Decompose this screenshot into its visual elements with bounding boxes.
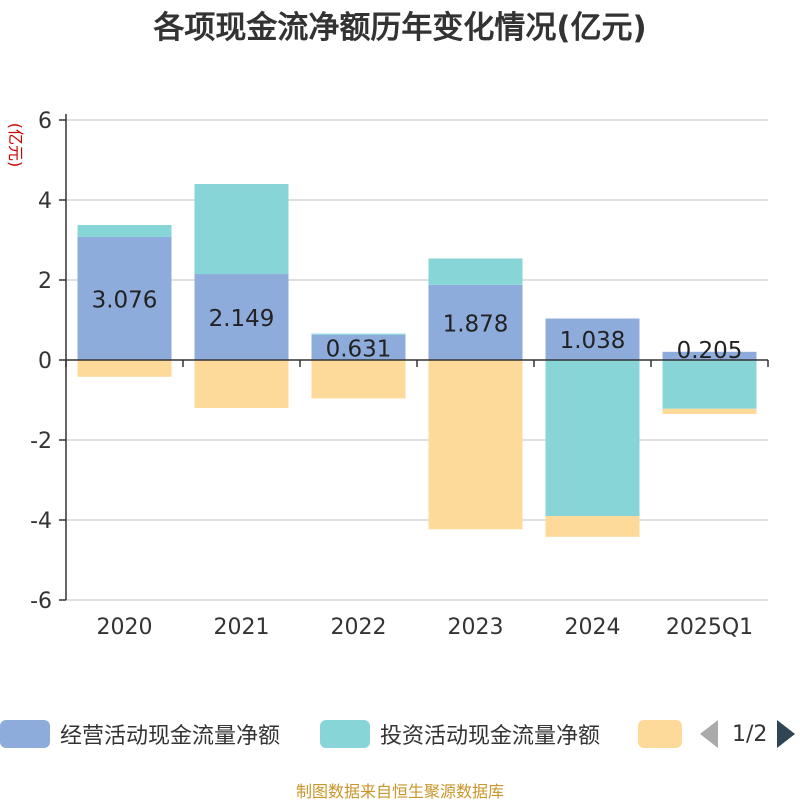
- bar-2020-series-0[interactable]: [77, 236, 172, 360]
- bar-2023-series-2[interactable]: [428, 360, 523, 530]
- bar-2023-series-1[interactable]: [428, 258, 523, 285]
- bar-2021-series-0[interactable]: [194, 274, 289, 360]
- bar-2022-series-2[interactable]: [311, 360, 406, 399]
- x-tick-label: 2022: [331, 615, 387, 640]
- grid-lines: [66, 119, 768, 601]
- bar-2024-series-1[interactable]: [545, 360, 640, 516]
- x-tick-label: 2023: [448, 615, 504, 640]
- bar-2021-series-2[interactable]: [194, 360, 289, 408]
- bar-2025Q1-series-0[interactable]: [662, 351, 757, 360]
- x-tick-label: 2025Q1: [666, 615, 753, 640]
- legend-item-financing[interactable]: [638, 716, 682, 752]
- x-tick-label: 2024: [565, 615, 621, 640]
- pager-page-number: 1/2: [732, 721, 768, 747]
- bars-group: [77, 184, 757, 537]
- legend-swatch-financing: [638, 720, 682, 748]
- y-tick-label: 4: [38, 189, 52, 214]
- bar-2024-series-2[interactable]: [545, 516, 640, 537]
- y-tick-label: -4: [30, 509, 52, 534]
- chart-canvas: 6 4 2 0 -2 -4 -6 (亿元) 2020 2021 2022 2023 2024 2025Q1…: [6, 109, 769, 640]
- bar-2020-series-1[interactable]: [77, 224, 172, 237]
- y-tick-label: -6: [30, 589, 52, 614]
- axes-group: 6 4 2 0 -2 -4 -6 (亿元) 2020 2021 2022 2023 2024 2025Q1: [6, 109, 769, 640]
- data-label-2023: 1.878: [443, 311, 509, 337]
- bar-2022-series-1[interactable]: [311, 333, 406, 335]
- legend-swatch-operating: [0, 720, 50, 748]
- legend-swatch-investing: [320, 720, 370, 748]
- bar-2025Q1-series-2[interactable]: [662, 408, 757, 414]
- data-label-2024: 1.038: [560, 328, 626, 354]
- legend-label-investing: 投资活动现金流量净额: [380, 724, 601, 749]
- y-tick-label: -2: [30, 429, 52, 454]
- legend-item-investing[interactable]: 投资活动现金流量净额: [320, 716, 600, 752]
- y-tick-label: 6: [38, 109, 52, 134]
- bar-2020-series-2[interactable]: [77, 360, 172, 377]
- y-axis-label: (亿元): [6, 123, 25, 168]
- y-tick-label: 2: [38, 269, 52, 294]
- x-tick-label: 2020: [97, 615, 153, 640]
- legend-item-operating[interactable]: 经营活动现金流量净额: [0, 716, 280, 752]
- bar-2022-series-0[interactable]: [311, 334, 406, 360]
- source-note: 制图数据来自恒生聚源数据库: [295, 782, 504, 801]
- data-labels-group: 3.076 2.149 0.631 1.878 1.038 0.205: [92, 287, 743, 364]
- data-label-2020: 3.076: [92, 287, 158, 313]
- bar-2021-series-1[interactable]: [194, 184, 289, 275]
- bar-2024-series-0[interactable]: [545, 318, 640, 360]
- legend-pager: 1/2: [700, 716, 796, 752]
- legend-label-operating: 经营活动现金流量净额: [60, 724, 281, 749]
- pager-prev-icon[interactable]: [700, 720, 718, 748]
- legend: 经营活动现金流量净额 投资活动现金流量净额 1/2: [0, 716, 800, 752]
- pager-next-icon[interactable]: [777, 720, 796, 748]
- bar-2023-series-0[interactable]: [428, 284, 523, 360]
- chart-title: 各项现金流净额历年变化情况(亿元): [153, 10, 647, 46]
- data-label-2021: 2.149: [209, 306, 275, 332]
- data-label-2025Q1: 0.205: [677, 338, 743, 364]
- x-tick-label: 2021: [214, 615, 270, 640]
- data-label-2022: 0.631: [326, 336, 392, 362]
- bar-2025Q1-series-1[interactable]: [662, 360, 757, 409]
- y-tick-label: 0: [38, 349, 52, 374]
